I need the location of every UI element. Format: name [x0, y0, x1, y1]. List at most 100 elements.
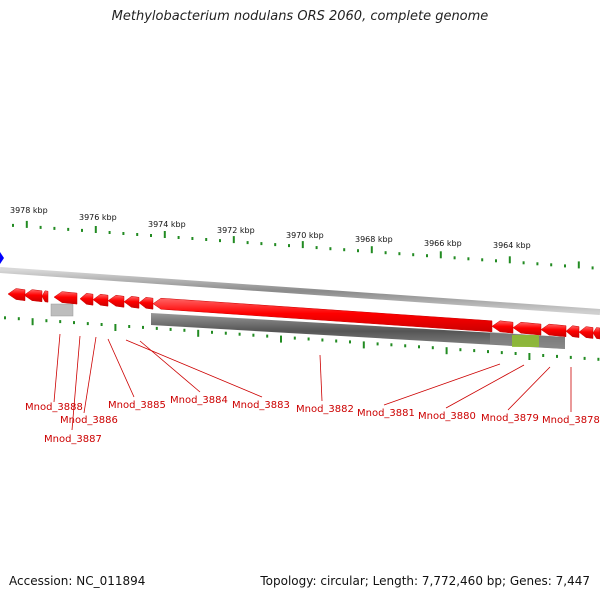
scale-tick — [260, 242, 263, 246]
scale-tick — [467, 257, 470, 261]
scale-tick — [315, 246, 318, 250]
feature-tick — [445, 347, 448, 355]
gene-label[interactable]: Mnod_3888 — [25, 402, 83, 413]
gene-arrow[interactable] — [565, 325, 580, 338]
feature-tick — [431, 346, 434, 350]
feature-tick — [335, 339, 338, 343]
scale-tick — [439, 251, 442, 259]
scale-tick — [536, 262, 539, 266]
gene-leader-line — [507, 366, 551, 411]
feature-tick — [197, 329, 200, 337]
scale-tick — [384, 251, 387, 255]
accession-text: Accession: NC_011894 — [9, 574, 146, 588]
feature-tick — [418, 345, 420, 349]
scale-tick — [219, 239, 221, 243]
scale-tick — [426, 254, 428, 258]
scale-label: 3978 kbp — [10, 206, 48, 215]
scale-tick — [25, 220, 28, 228]
scale-tick — [177, 236, 180, 239]
feature-tick — [128, 325, 131, 328]
scale-label: 3970 kbp — [286, 231, 324, 240]
gene-label[interactable]: Mnod_3883 — [232, 400, 290, 411]
gene-leader-line — [53, 333, 61, 403]
gene-label[interactable]: Mnod_3886 — [60, 415, 118, 426]
gene-arrow[interactable] — [92, 293, 109, 307]
genome-backbone — [0, 267, 600, 315]
scale-tick — [398, 252, 401, 256]
feature-tick — [349, 340, 351, 344]
scale-tick — [343, 248, 346, 252]
feature-tick — [4, 316, 6, 320]
gene-arrow[interactable] — [578, 326, 594, 339]
scale-tick — [274, 243, 277, 247]
gene-arrow[interactable] — [138, 297, 154, 310]
gene-arrow[interactable] — [23, 289, 43, 303]
gene-label[interactable]: Mnod_3885 — [108, 400, 166, 411]
scale-tick — [39, 225, 42, 229]
scale-tick — [591, 266, 594, 270]
scale-tick — [150, 234, 152, 237]
feature-tick — [362, 341, 365, 349]
feature-tick — [500, 351, 503, 355]
scale-tick — [453, 256, 456, 260]
gene-arrow[interactable] — [53, 291, 78, 305]
scale-tick — [205, 238, 208, 241]
scale-tick — [522, 261, 525, 265]
scale-tick — [329, 247, 332, 251]
scale-label: 3964 kbp — [493, 241, 531, 250]
feature-bar — [151, 313, 565, 349]
feature-tick — [100, 323, 103, 326]
feature-tick — [321, 338, 324, 342]
gene-leader-line — [71, 335, 81, 431]
scale-tick — [232, 236, 235, 244]
scale-tick — [481, 258, 484, 262]
gene-arrow[interactable] — [7, 288, 26, 301]
gene-leader-line — [125, 339, 263, 398]
scale-tick — [191, 237, 194, 240]
gene-arrow[interactable] — [123, 296, 140, 309]
scale-tick — [136, 233, 139, 236]
scale-tick — [495, 259, 497, 263]
feature-tick — [238, 332, 241, 336]
feature-tick — [597, 357, 600, 361]
scale-tick — [53, 226, 56, 230]
feature-tick — [73, 321, 75, 325]
feature-tick — [376, 342, 379, 346]
scale-tick — [301, 241, 304, 249]
scale-tick — [122, 232, 125, 235]
feature-tick — [307, 337, 310, 341]
scale-tick — [67, 227, 70, 231]
scale-label: 3966 kbp — [424, 239, 462, 248]
gene-label[interactable]: Mnod_3884 — [170, 395, 228, 406]
scale-tick — [288, 244, 290, 248]
scale-label: 3974 kbp — [148, 220, 186, 229]
gene-arrow[interactable] — [540, 323, 567, 337]
feature-tick — [404, 344, 407, 348]
feature-tick — [169, 327, 172, 331]
feature-tick — [114, 324, 117, 331]
gene-arrow[interactable] — [79, 293, 94, 306]
gene-arrow[interactable] — [592, 327, 600, 340]
gene-label[interactable]: Mnod_3887 — [44, 434, 102, 445]
scale-tick — [370, 246, 373, 254]
feature-tick — [31, 318, 34, 326]
feature-tick — [487, 350, 489, 354]
gene-arrow[interactable] — [512, 321, 542, 336]
gene-label[interactable]: Mnod_3882 — [296, 404, 354, 415]
scale-label: 3972 kbp — [217, 226, 255, 235]
feature-tick — [293, 336, 296, 340]
gene-arrow[interactable] — [107, 294, 125, 308]
gene-leader-line — [83, 336, 97, 414]
gene-arrow[interactable] — [491, 320, 514, 334]
gene-label[interactable]: Mnod_3880 — [418, 411, 476, 422]
gene-arrow[interactable] — [41, 290, 49, 303]
feature-tick — [86, 322, 89, 326]
gene-label[interactable]: Mnod_3879 — [481, 413, 539, 424]
feature-tick — [569, 355, 572, 359]
gene-leader-line — [383, 363, 501, 406]
gene-leader-line — [139, 340, 201, 393]
feature-box — [50, 303, 74, 317]
gene-label[interactable]: Mnod_3881 — [357, 408, 415, 419]
gene-label[interactable]: Mnod_3878 — [542, 415, 600, 426]
